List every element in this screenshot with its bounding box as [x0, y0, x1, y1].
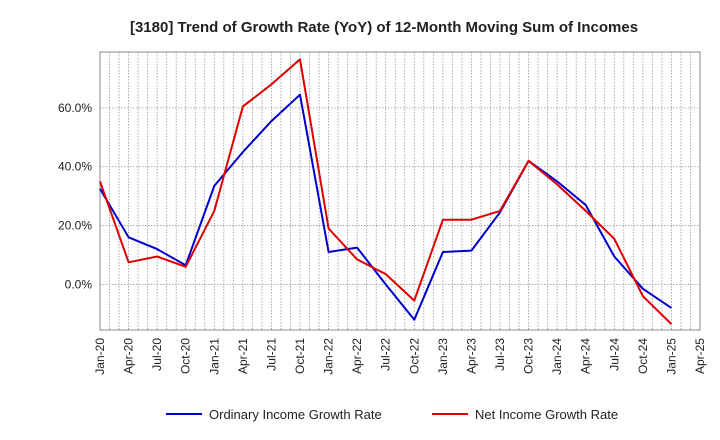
x-tick-label: Jul-22 — [379, 338, 393, 371]
series-layer — [99, 58, 673, 325]
x-tick-label: Jan-21 — [207, 338, 221, 375]
plot-border — [99, 51, 701, 331]
x-tick-label: Jan-23 — [436, 338, 450, 375]
y-tick-label: 20.0% — [58, 219, 92, 233]
x-tick-label: Apr-21 — [236, 338, 250, 374]
x-tick-label: Oct-21 — [293, 338, 307, 374]
x-axis: Jan-20 Apr-20 Jul-20 Oct-20 Jan-21 Apr-21 Jul-… — [93, 338, 707, 375]
x-tick-label: Apr-23 — [464, 338, 478, 374]
legend-label: Ordinary Income Growth Rate — [209, 407, 382, 422]
y-tick-label: 60.0% — [58, 101, 92, 115]
legend: Ordinary Income Growth Rate Net Income Gr… — [166, 407, 618, 422]
x-tick-label: Jan-24 — [550, 338, 564, 375]
x-tick-label: Jul-23 — [493, 338, 507, 371]
chart-title: [3180] Trend of Growth Rate (YoY) of 12-… — [130, 19, 638, 36]
x-tick-label: Jul-21 — [264, 338, 278, 371]
legend-label: Net Income Growth Rate — [475, 407, 618, 422]
x-tick-label: Oct-20 — [179, 338, 193, 374]
x-tick-label: Oct-23 — [522, 338, 536, 374]
x-tick-label: Apr-22 — [350, 338, 364, 374]
x-tick-label: Jan-22 — [322, 338, 336, 375]
plot-area — [99, 51, 701, 331]
x-tick-label: Apr-24 — [579, 338, 593, 374]
y-tick-label: 0.0% — [65, 277, 93, 291]
series-line-1 — [99, 93, 672, 321]
x-tick-label: Oct-24 — [636, 338, 650, 374]
series-line-2 — [99, 58, 673, 325]
grid-lines — [100, 52, 700, 330]
y-axis: 0.0% 20.0% 40.0% 60.0% — [58, 101, 92, 292]
y-tick-label: 40.0% — [58, 160, 92, 174]
x-tick-label: Oct-22 — [407, 338, 421, 374]
x-tick-label: Jan-20 — [93, 338, 107, 375]
x-tick-label: Apr-25 — [693, 338, 707, 374]
x-tick-label: Jul-24 — [607, 338, 621, 371]
x-tick-label: Jan-25 — [664, 338, 678, 375]
x-tick-label: Jul-20 — [150, 338, 164, 371]
x-tick-label: Apr-20 — [122, 338, 136, 374]
